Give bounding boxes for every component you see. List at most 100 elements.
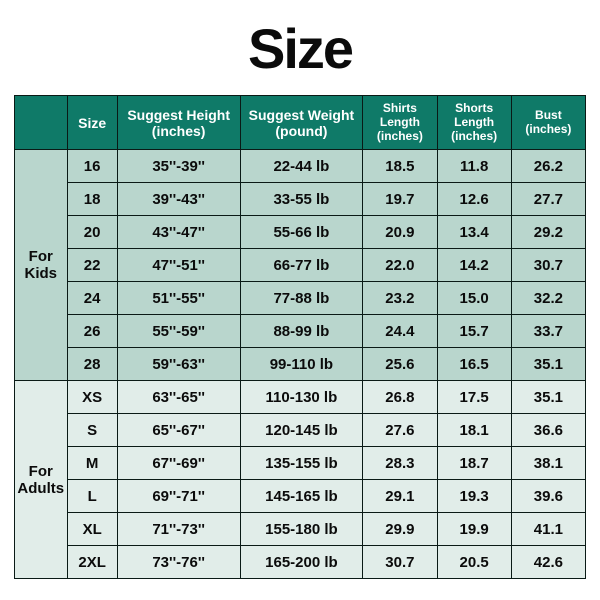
table-cell: L: [67, 480, 117, 513]
table-cell: 33-55 lb: [240, 183, 363, 216]
table-cell: M: [67, 447, 117, 480]
table-cell: 145-165 lb: [240, 480, 363, 513]
column-header-label: Suggest Weight: [249, 107, 355, 123]
column-header: Shorts Length(inches): [437, 96, 511, 150]
table-cell: 18: [67, 183, 117, 216]
column-header-label: Bust: [535, 108, 562, 122]
table-cell: 27.6: [363, 414, 437, 447]
column-header: [15, 96, 68, 150]
table-cell: 19.7: [363, 183, 437, 216]
table-cell: 65''-67'': [117, 414, 240, 447]
column-header-label: Size: [78, 115, 106, 131]
group-label: ForKids: [15, 150, 68, 381]
group-label-line: Kids: [15, 265, 67, 282]
table-row: 1839''-43''33-55 lb19.712.627.7: [15, 183, 586, 216]
table-cell: 135-155 lb: [240, 447, 363, 480]
column-header: Suggest Height(inches): [117, 96, 240, 150]
table-cell: 15.7: [437, 315, 511, 348]
table-cell: 155-180 lb: [240, 513, 363, 546]
table-cell: 165-200 lb: [240, 546, 363, 579]
table-cell: 55-66 lb: [240, 216, 363, 249]
table-row: 2655''-59''88-99 lb24.415.733.7: [15, 315, 586, 348]
column-header-label: Shirts Length: [380, 101, 420, 129]
table-cell: 99-110 lb: [240, 348, 363, 381]
table-cell: 22-44 lb: [240, 150, 363, 183]
table-cell: 28: [67, 348, 117, 381]
table-row: L69''-71''145-165 lb29.119.339.6: [15, 480, 586, 513]
table-cell: 11.8: [437, 150, 511, 183]
table-cell: 22.0: [363, 249, 437, 282]
size-chart-page: Size SizeSuggest Height(inches)Suggest W…: [0, 0, 600, 600]
table-cell: 29.9: [363, 513, 437, 546]
group-label-line: For: [15, 463, 67, 480]
header-row: SizeSuggest Height(inches)Suggest Weight…: [15, 96, 586, 150]
table-cell: 18.5: [363, 150, 437, 183]
size-table-head: SizeSuggest Height(inches)Suggest Weight…: [15, 96, 586, 150]
table-cell: 23.2: [363, 282, 437, 315]
table-cell: 16: [67, 150, 117, 183]
table-cell: 12.6: [437, 183, 511, 216]
table-cell: 30.7: [363, 546, 437, 579]
table-cell: 20: [67, 216, 117, 249]
table-cell: 69''-71'': [117, 480, 240, 513]
page-title: Size: [14, 16, 586, 81]
table-row: 2043''-47''55-66 lb20.913.429.2: [15, 216, 586, 249]
table-cell: 18.7: [437, 447, 511, 480]
table-cell: 35.1: [511, 381, 585, 414]
column-header: Bust(inches): [511, 96, 585, 150]
table-cell: 73''-76'': [117, 546, 240, 579]
table-cell: 30.7: [511, 249, 585, 282]
table-cell: XS: [67, 381, 117, 414]
table-cell: 41.1: [511, 513, 585, 546]
table-row: ForAdultsXS63''-65''110-130 lb26.817.535…: [15, 381, 586, 414]
table-cell: 88-99 lb: [240, 315, 363, 348]
table-cell: 27.7: [511, 183, 585, 216]
table-cell: 24: [67, 282, 117, 315]
table-cell: 51''-55'': [117, 282, 240, 315]
table-cell: 39''-43'': [117, 183, 240, 216]
table-cell: 24.4: [363, 315, 437, 348]
table-cell: 20.9: [363, 216, 437, 249]
table-cell: 25.6: [363, 348, 437, 381]
table-cell: 19.3: [437, 480, 511, 513]
table-cell: 2XL: [67, 546, 117, 579]
table-cell: 55''-59'': [117, 315, 240, 348]
column-header-label: Shorts Length: [454, 101, 494, 129]
table-cell: 42.6: [511, 546, 585, 579]
table-cell: 28.3: [363, 447, 437, 480]
table-cell: 47''-51'': [117, 249, 240, 282]
table-cell: 14.2: [437, 249, 511, 282]
table-cell: 43''-47'': [117, 216, 240, 249]
table-cell: XL: [67, 513, 117, 546]
table-cell: 16.5: [437, 348, 511, 381]
table-cell: 66-77 lb: [240, 249, 363, 282]
table-row: M67''-69''135-155 lb28.318.738.1: [15, 447, 586, 480]
table-cell: 71''-73'': [117, 513, 240, 546]
table-cell: 20.5: [437, 546, 511, 579]
table-cell: 35''-39'': [117, 150, 240, 183]
table-cell: 77-88 lb: [240, 282, 363, 315]
table-cell: 26.8: [363, 381, 437, 414]
table-cell: 110-130 lb: [240, 381, 363, 414]
table-cell: S: [67, 414, 117, 447]
group-label-line: For: [15, 248, 67, 265]
size-table-body: ForKids1635''-39''22-44 lb18.511.826.218…: [15, 150, 586, 579]
table-row: ForKids1635''-39''22-44 lb18.511.826.2: [15, 150, 586, 183]
table-row: S65''-67''120-145 lb27.618.136.6: [15, 414, 586, 447]
column-header: Suggest Weight(pound): [240, 96, 363, 150]
table-cell: 29.1: [363, 480, 437, 513]
table-cell: 22: [67, 249, 117, 282]
table-cell: 59''-63'': [117, 348, 240, 381]
table-cell: 63''-65'': [117, 381, 240, 414]
column-header-sublabel: (inches): [365, 130, 434, 144]
table-row: XL71''-73''155-180 lb29.919.941.1: [15, 513, 586, 546]
table-row: 2XL73''-76''165-200 lb30.720.542.6: [15, 546, 586, 579]
table-cell: 19.9: [437, 513, 511, 546]
table-cell: 35.1: [511, 348, 585, 381]
column-header-sublabel: (inches): [440, 130, 509, 144]
table-cell: 39.6: [511, 480, 585, 513]
table-cell: 36.6: [511, 414, 585, 447]
table-cell: 32.2: [511, 282, 585, 315]
group-label: ForAdults: [15, 381, 68, 579]
table-cell: 26.2: [511, 150, 585, 183]
